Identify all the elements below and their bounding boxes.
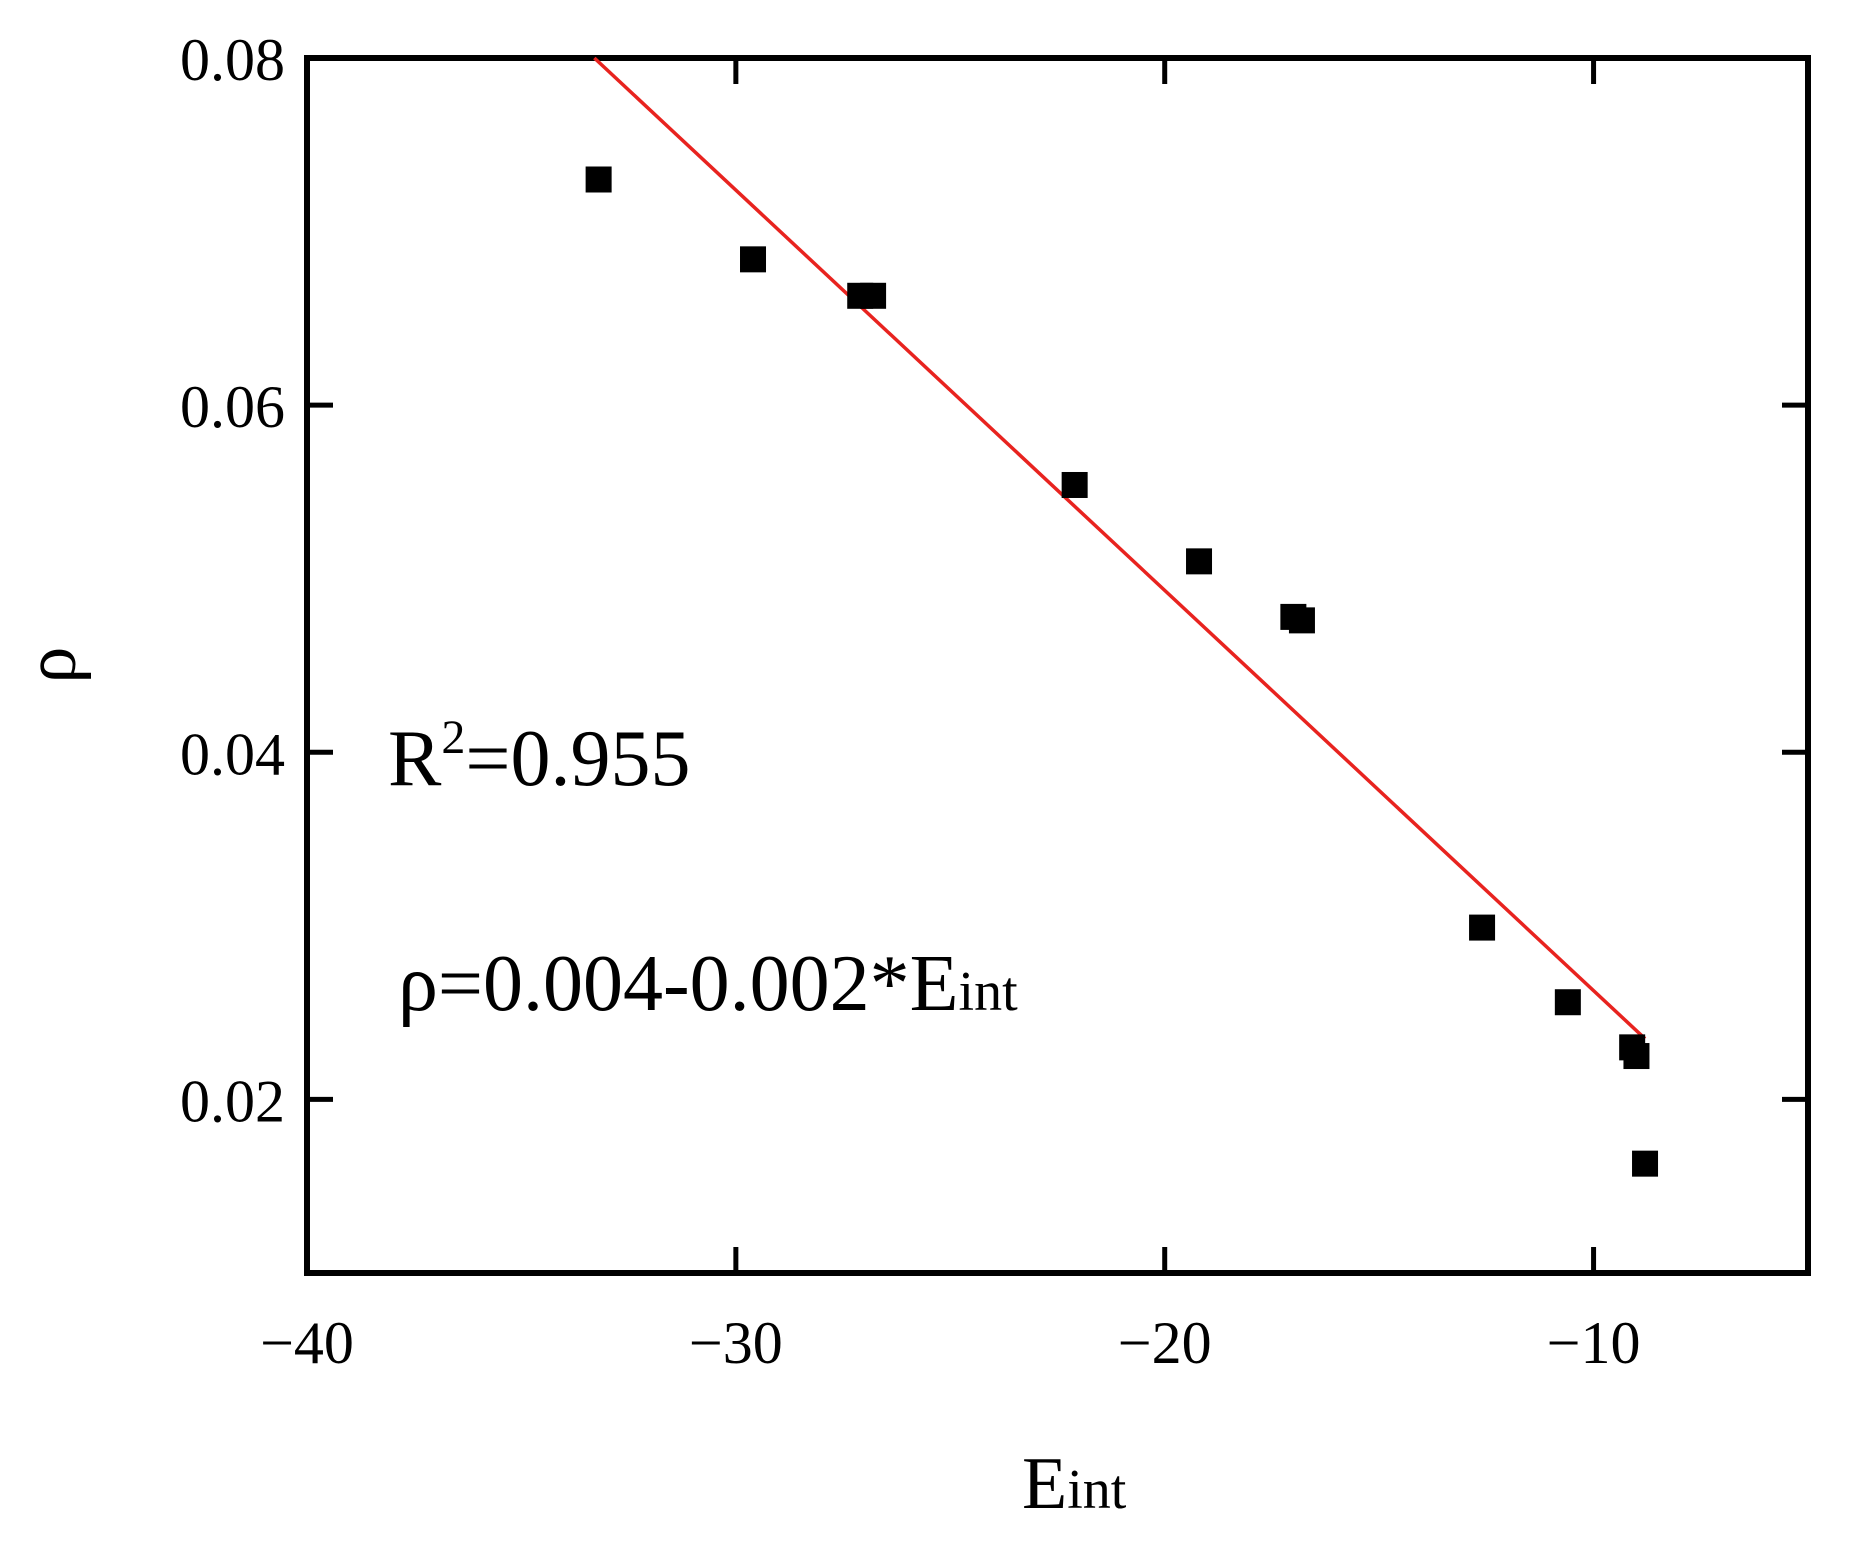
equation-main: ρ=0.004-0.002*E <box>398 940 959 1028</box>
fit-line-layer <box>593 56 1647 1040</box>
svg-text:Eint: Eint <box>1022 1443 1127 1525</box>
x-axis-title: Eint <box>1022 1443 1127 1525</box>
data-point <box>860 282 887 309</box>
data-point <box>740 246 767 273</box>
plot-frame-layer <box>304 55 1811 1276</box>
data-point <box>1186 548 1213 575</box>
y-tick-label: 0.08 <box>180 27 285 93</box>
equation-subscript: int <box>959 961 1019 1023</box>
y-tick-label: 0.02 <box>180 1068 285 1134</box>
x-axis-title-subscript: int <box>1067 1459 1127 1521</box>
data-point <box>1288 607 1315 634</box>
svg-text:R2=0.955: R2=0.955 <box>388 711 690 803</box>
data-points-layer <box>585 166 1659 1177</box>
svg-text:ρ=0.004-0.002*Eint: ρ=0.004-0.002*Eint <box>398 940 1018 1028</box>
x-tick-label: −40 <box>260 1310 354 1376</box>
fit-line <box>593 56 1647 1040</box>
data-point <box>1469 914 1496 941</box>
r2-superscript: 2 <box>441 711 465 764</box>
data-point <box>1632 1150 1659 1177</box>
x-tick-label: −20 <box>1118 1310 1212 1376</box>
x-tick-label: −10 <box>1547 1310 1641 1376</box>
y-axis-title: ρ <box>10 647 92 684</box>
data-point <box>585 166 612 193</box>
x-axis-title-main: E <box>1022 1443 1067 1525</box>
data-point <box>1554 989 1581 1016</box>
r-squared-annotation: R2=0.955 <box>388 711 690 803</box>
y-tick-label: 0.06 <box>180 374 285 440</box>
ticks-layer: −40 −30 −20 −10 0.02 0.04 0.06 0.08 <box>180 27 1808 1376</box>
r2-value: =0.955 <box>465 715 690 803</box>
y-tick-label: 0.04 <box>180 721 285 787</box>
r2-letter: R <box>388 715 442 803</box>
regression-equation-annotation: ρ=0.004-0.002*Eint <box>398 940 1018 1028</box>
data-point <box>1623 1043 1650 1070</box>
y-axis-title-text: ρ <box>10 647 92 684</box>
data-point <box>1061 471 1088 498</box>
plot-frame <box>304 55 1811 1276</box>
x-tick-label: −30 <box>689 1310 783 1376</box>
